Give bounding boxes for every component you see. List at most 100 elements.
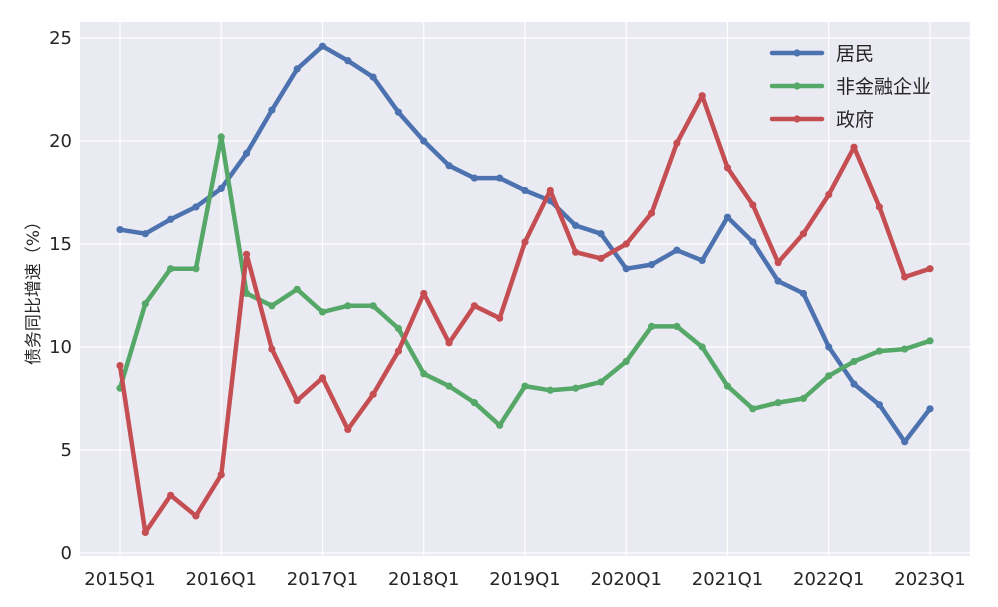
x-tick-label: 2022Q1 [793,569,864,590]
x-tick-label: 2018Q1 [388,569,459,590]
data-point [698,256,706,265]
data-point [470,302,478,310]
data-point [445,382,453,390]
data-point [875,203,883,211]
x-tick-label: 2017Q1 [287,569,358,590]
data-point [673,246,681,254]
data-point [622,265,630,273]
data-point [521,382,529,390]
data-point [622,240,630,248]
data-point [825,372,833,380]
grid-lines [80,22,970,556]
data-point [850,143,858,151]
data-point [698,343,706,351]
legend-item: 政府 [769,109,874,131]
data-point [572,248,580,256]
data-point [318,308,327,316]
data-point [141,528,149,537]
data-point [293,285,301,293]
x-tick-label: 2016Q1 [186,569,257,590]
y-tick-label: 25 [49,28,72,49]
data-point [901,438,909,446]
data-point [572,384,580,392]
data-point [470,399,478,407]
data-point [496,421,504,429]
data-point [647,209,656,217]
data-point [673,139,681,147]
data-point [774,277,782,285]
data-point [192,265,200,273]
data-point [521,238,529,246]
data-point [116,225,124,234]
data-point [242,250,251,258]
data-point [344,425,352,433]
data-point [723,382,732,390]
data-point [647,322,656,330]
data-point [825,190,833,199]
data-point [723,213,732,221]
data-point [192,512,200,520]
data-point [242,149,251,157]
data-point [546,186,554,195]
legend-item: 非金融企业 [769,76,931,98]
data-point [622,357,630,366]
data-point [673,322,681,330]
data-point [749,238,757,246]
data-point [496,174,504,182]
data-point [268,302,276,310]
data-point [394,108,403,116]
data-point [647,261,656,269]
legend-marker [793,49,801,57]
data-point [420,289,428,298]
data-point [318,374,327,382]
data-point [597,230,605,238]
data-point [850,380,858,388]
data-point [192,203,200,211]
x-tick-label: 2021Q1 [692,569,763,590]
data-point [698,92,706,100]
data-point [521,186,529,195]
series-lines [116,42,934,537]
y-axis-title: 债务同比增速（%） [24,213,44,365]
data-point [572,221,580,230]
data-point [217,133,225,141]
data-point [774,258,782,267]
data-point [926,265,934,273]
data-point [116,361,124,370]
data-point [394,324,403,333]
series-2 [116,92,934,537]
legend-item: 居民 [769,43,874,65]
data-point [901,273,909,281]
data-point [167,215,175,223]
legend-marker [793,82,801,90]
data-point [749,201,757,209]
data-point [344,302,352,310]
data-point [875,347,883,355]
data-point [799,230,808,238]
data-point [420,370,428,378]
data-point [217,471,225,479]
data-point [293,396,301,405]
data-point [141,230,149,238]
data-point [242,289,251,298]
data-point [496,314,504,322]
data-point [445,162,453,170]
data-point [268,345,276,353]
data-point [926,337,934,345]
legend-label: 居民 [836,43,874,65]
data-point [420,137,428,145]
x-tick-label: 2020Q1 [591,569,662,590]
data-point [799,289,808,298]
data-point [901,345,909,353]
y-tick-label: 15 [49,234,72,255]
data-point [344,57,352,65]
data-point [369,73,377,81]
y-tick-label: 0 [61,543,72,564]
data-point [546,386,554,394]
data-point [445,339,453,347]
y-tick-label: 20 [49,131,72,152]
data-point [394,347,403,355]
data-point [369,390,377,398]
data-point [141,300,149,308]
